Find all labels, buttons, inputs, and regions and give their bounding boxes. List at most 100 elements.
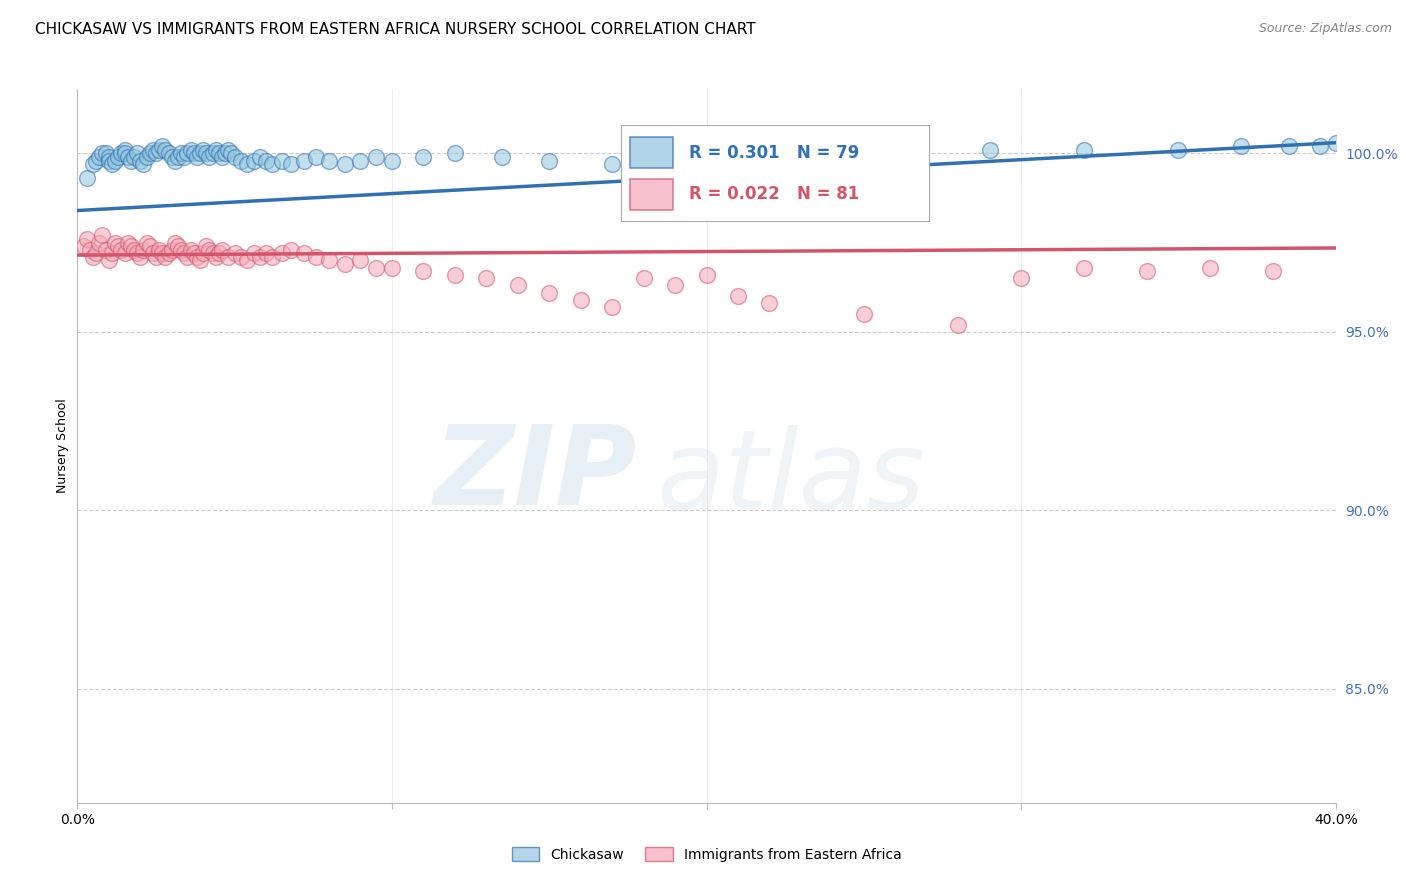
Point [1261, 264, 1284, 278]
Point [191, 143, 215, 157]
Point [132, 243, 155, 257]
Point [305, 150, 328, 164]
Point [97, 253, 120, 268]
Point [1309, 139, 1331, 153]
Point [1167, 143, 1189, 157]
Point [948, 318, 970, 332]
Point [180, 143, 202, 157]
Point [191, 246, 215, 260]
Point [884, 146, 907, 161]
Point [167, 150, 190, 164]
Point [262, 250, 284, 264]
Point [101, 157, 124, 171]
Point [262, 157, 284, 171]
Point [101, 246, 124, 260]
Point [201, 146, 224, 161]
Point [148, 243, 170, 257]
Text: ZIP: ZIP [434, 421, 637, 528]
Point [204, 250, 226, 264]
Point [229, 153, 252, 168]
Point [170, 146, 193, 161]
Point [94, 243, 117, 257]
Point [1324, 136, 1347, 150]
Point [444, 146, 467, 161]
Point [104, 153, 127, 168]
Point [224, 150, 246, 164]
Point [120, 239, 142, 253]
Point [186, 250, 208, 264]
Point [157, 146, 180, 161]
Point [305, 250, 328, 264]
Point [117, 150, 139, 164]
Point [107, 150, 129, 164]
Point [217, 250, 239, 264]
Point [254, 153, 277, 168]
Point [120, 153, 142, 168]
Point [444, 268, 467, 282]
Point [236, 253, 259, 268]
Point [91, 228, 114, 243]
Point [76, 171, 98, 186]
Point [696, 150, 718, 164]
Point [183, 146, 205, 161]
Point [89, 150, 111, 164]
Point [122, 243, 145, 257]
Text: CHICKASAW VS IMMIGRANTS FROM EASTERN AFRICA NURSERY SCHOOL CORRELATION CHART: CHICKASAW VS IMMIGRANTS FROM EASTERN AFR… [35, 22, 756, 37]
Point [150, 246, 173, 260]
Point [664, 278, 686, 293]
Point [538, 153, 561, 168]
Point [569, 293, 592, 307]
Point [211, 243, 233, 257]
Point [138, 146, 160, 161]
Point [412, 150, 434, 164]
Point [1136, 264, 1159, 278]
Point [135, 235, 157, 250]
Point [142, 246, 165, 260]
Point [366, 150, 388, 164]
Point [183, 246, 205, 260]
Point [160, 150, 183, 164]
Point [180, 243, 202, 257]
Point [381, 153, 404, 168]
Point [117, 235, 139, 250]
Point [142, 143, 165, 157]
Point [633, 271, 655, 285]
Point [1073, 143, 1095, 157]
Point [188, 253, 211, 268]
Point [79, 243, 101, 257]
Point [104, 235, 127, 250]
Point [145, 250, 167, 264]
Point [217, 143, 239, 157]
Point [97, 150, 120, 164]
Point [224, 246, 246, 260]
Point [412, 264, 434, 278]
Point [979, 143, 1001, 157]
Point [292, 153, 315, 168]
Point [270, 246, 292, 260]
Point [1199, 260, 1222, 275]
Point [97, 153, 120, 168]
Point [195, 146, 218, 161]
Point [76, 232, 98, 246]
Point [188, 146, 211, 161]
Point [349, 153, 371, 168]
Point [160, 243, 183, 257]
Point [82, 250, 104, 264]
Point [176, 250, 198, 264]
Point [114, 143, 136, 157]
Point [132, 157, 155, 171]
Text: Source: ZipAtlas.com: Source: ZipAtlas.com [1258, 22, 1392, 36]
Point [280, 243, 302, 257]
Point [242, 246, 264, 260]
Point [236, 157, 259, 171]
Point [333, 257, 356, 271]
Point [1010, 271, 1032, 285]
Point [214, 146, 236, 161]
Point [1277, 139, 1299, 153]
Point [84, 246, 107, 260]
Point [318, 153, 340, 168]
Point [506, 278, 529, 293]
Point [491, 150, 513, 164]
Point [208, 146, 231, 161]
Point [280, 157, 302, 171]
